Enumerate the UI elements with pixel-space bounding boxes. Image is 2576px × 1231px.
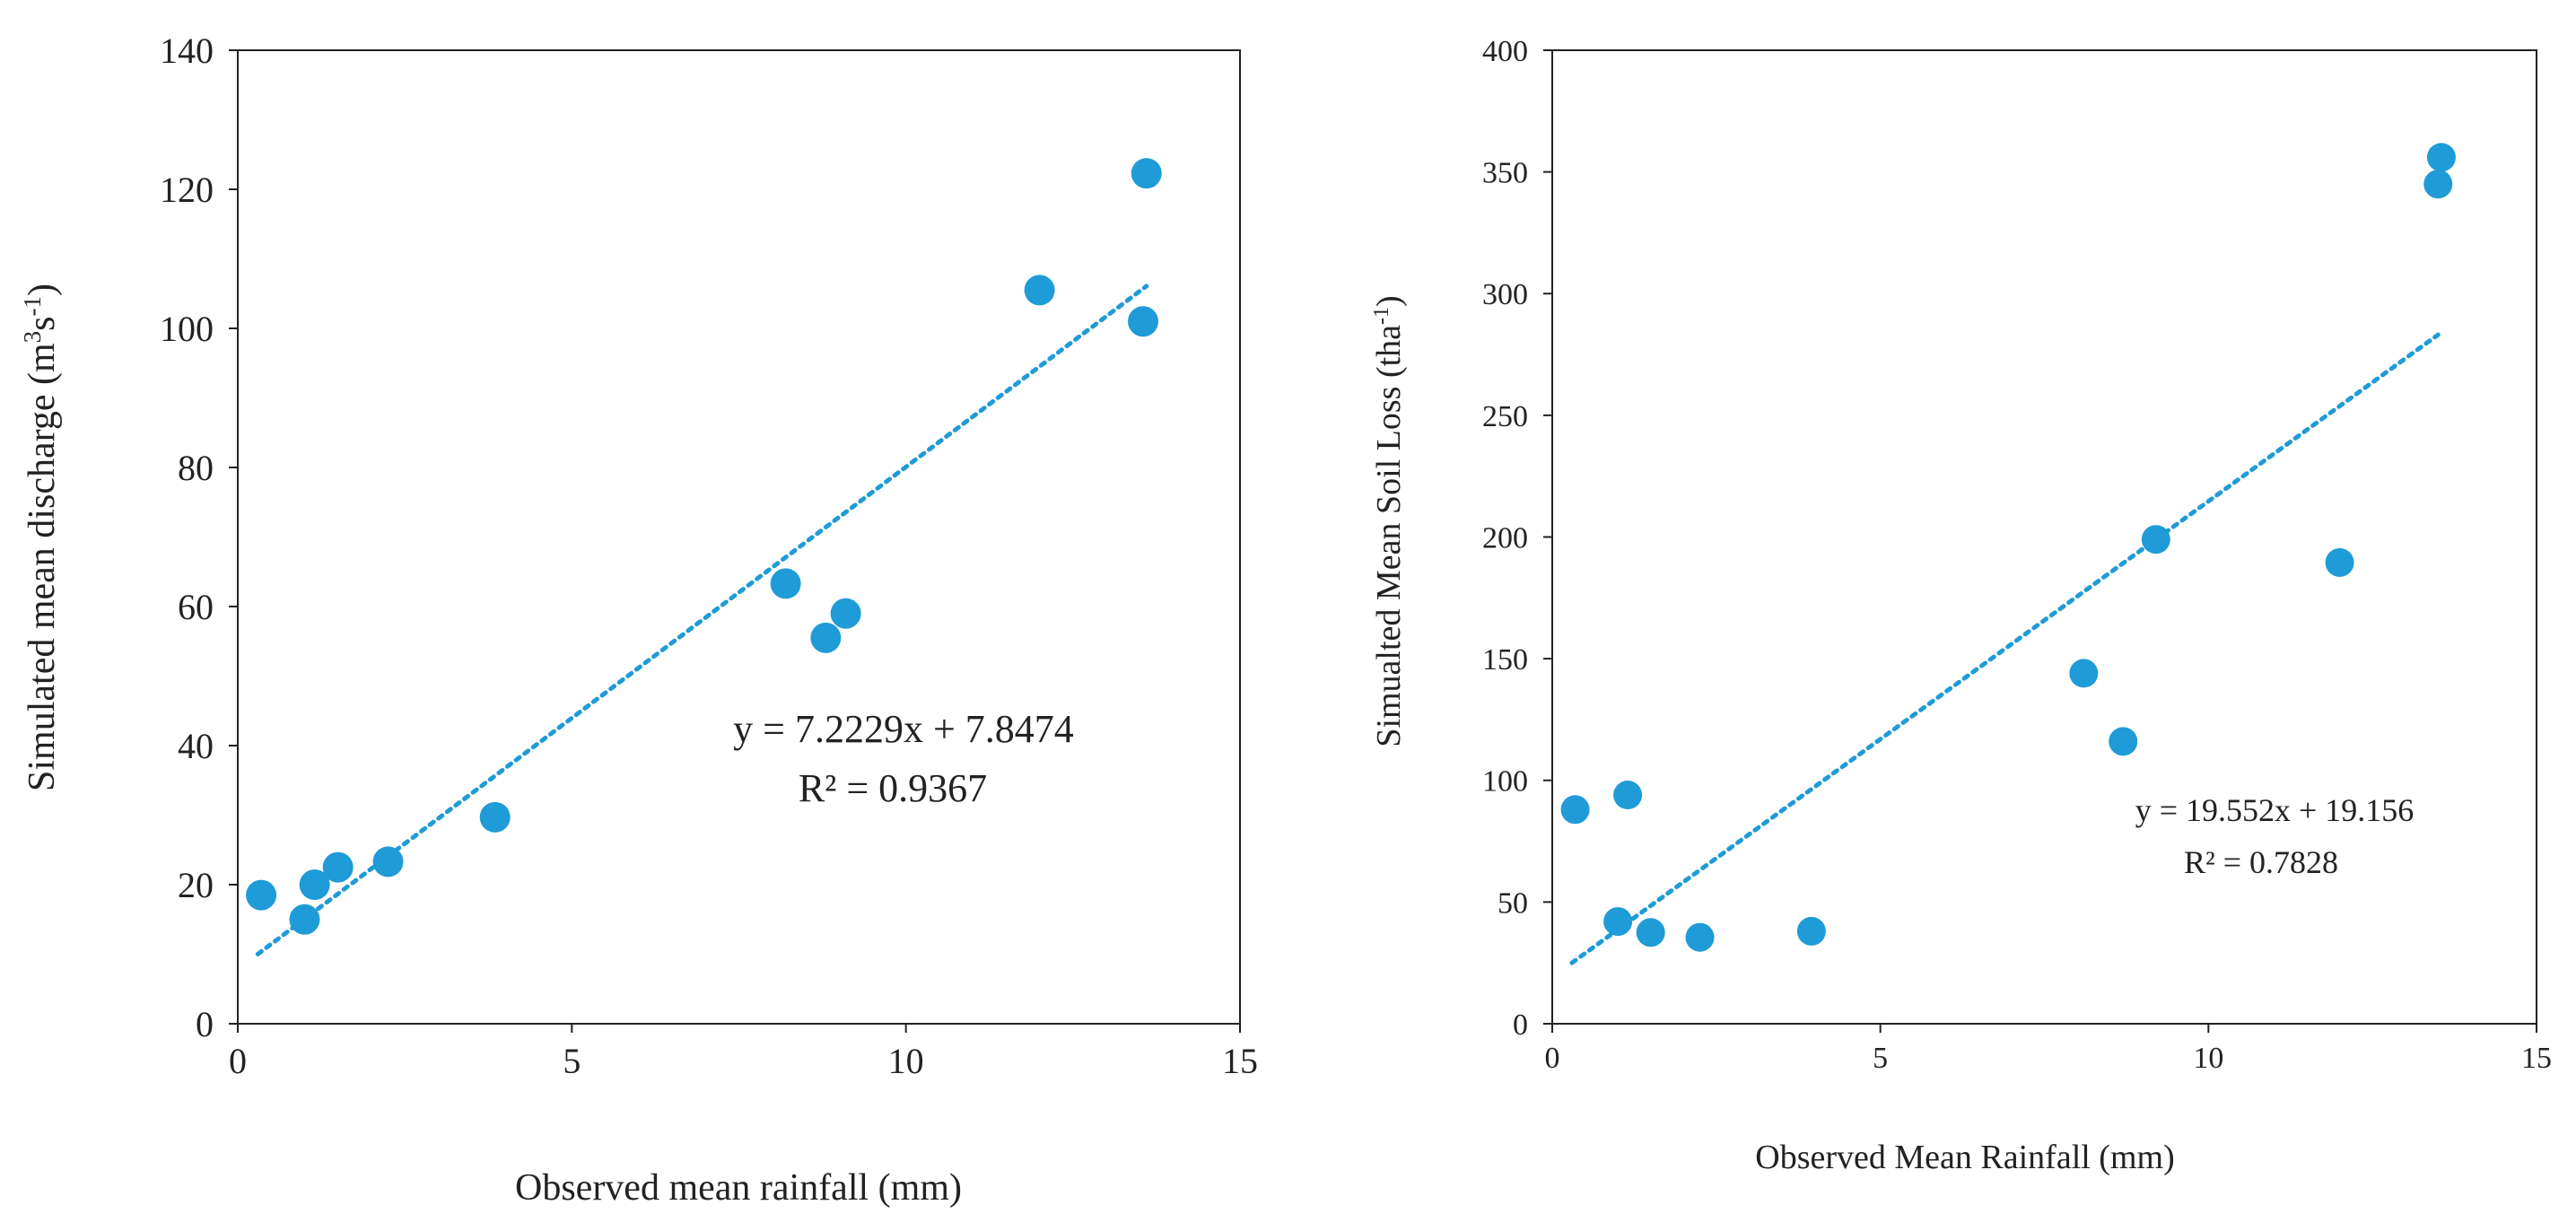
data-point bbox=[1796, 916, 1826, 946]
y-axis-ticks: 0 50 100 150 200 250 300 350 400 bbox=[1482, 35, 1552, 1042]
y-tick-label: 250 bbox=[1482, 400, 1528, 433]
trendline bbox=[1569, 332, 2441, 965]
data-point bbox=[810, 622, 842, 653]
y-tick-label: 300 bbox=[1482, 278, 1528, 311]
x-tick-label: 0 bbox=[229, 1041, 247, 1081]
data-point bbox=[1636, 918, 1665, 947]
x-tick-label: 15 bbox=[2521, 1042, 2552, 1075]
y-axis-title-main: Simulated mean discharge (m bbox=[22, 343, 63, 791]
x-tick-label: 15 bbox=[1222, 1041, 1258, 1081]
x-axis-title: Observed mean rainfall (mm) bbox=[515, 1167, 962, 1209]
data-point bbox=[322, 851, 354, 883]
y-tick-label: 40 bbox=[178, 726, 214, 766]
r-squared-label: R² = 0.9367 bbox=[799, 766, 987, 810]
data-point bbox=[770, 568, 801, 599]
y-axis-title: Simualted Mean Soil Loss (tha-1) bbox=[1370, 295, 1408, 746]
x-axis-title: Observed Mean Rainfall (mm) bbox=[1755, 1139, 2174, 1176]
y-tick-label: 400 bbox=[1482, 35, 1528, 68]
data-point bbox=[1024, 275, 1055, 306]
data-point bbox=[1685, 922, 1715, 952]
data-point bbox=[2109, 727, 2138, 756]
y-axis-title-sup: -1 bbox=[1370, 307, 1393, 325]
data-point bbox=[246, 879, 277, 911]
data-point bbox=[479, 801, 511, 833]
data-point bbox=[1128, 306, 1159, 337]
y-tick-label: 0 bbox=[196, 1004, 214, 1044]
plot-frame bbox=[1551, 49, 2537, 1025]
x-axis-ticks: 0 5 10 15 bbox=[229, 1024, 1258, 1081]
data-point bbox=[289, 904, 320, 935]
data-point bbox=[2325, 547, 2354, 577]
trendline-path bbox=[1569, 332, 2441, 965]
x-tick-label: 0 bbox=[1545, 1042, 1560, 1075]
data-point bbox=[2426, 143, 2456, 172]
data-point bbox=[299, 869, 330, 900]
y-tick-label: 100 bbox=[1482, 765, 1528, 799]
data-point bbox=[2423, 170, 2453, 199]
trendline-path bbox=[255, 284, 1149, 956]
data-point bbox=[2069, 659, 2099, 688]
y-axis-title-sup2: -1 bbox=[19, 296, 46, 317]
y-tick-label: 100 bbox=[160, 309, 214, 349]
y-axis-title-mid: s bbox=[22, 317, 63, 331]
y-axis-ticks: 0 20 40 60 80 100 120 140 bbox=[160, 31, 238, 1044]
y-axis-title-sup1: 3 bbox=[19, 331, 46, 344]
data-point bbox=[1613, 781, 1643, 810]
soil-loss-chart: 0 50 100 150 200 250 300 350 400 0 5 10 15 Observed… bbox=[1370, 35, 2552, 1176]
y-tick-label: 150 bbox=[1482, 643, 1528, 677]
y-axis-title: Simulated mean discharge (m3s-1) bbox=[19, 284, 63, 791]
trendline bbox=[255, 284, 1149, 956]
y-axis-title-end: ) bbox=[22, 284, 63, 296]
y-tick-label: 80 bbox=[178, 448, 214, 488]
x-tick-label: 5 bbox=[1873, 1042, 1888, 1075]
y-tick-label: 140 bbox=[160, 31, 214, 71]
regression-equation: y = 19.552x + 19.156 bbox=[2135, 792, 2414, 828]
y-axis-title-end: ) bbox=[1370, 295, 1408, 307]
data-points bbox=[1560, 143, 2456, 952]
data-points bbox=[246, 158, 1162, 935]
x-tick-label: 5 bbox=[563, 1041, 581, 1081]
data-point bbox=[2141, 525, 2170, 554]
plot-frame bbox=[237, 49, 1241, 1025]
y-tick-label: 50 bbox=[1498, 886, 1528, 920]
y-axis-title-main: Simualted Mean Soil Loss (tha bbox=[1370, 325, 1408, 747]
y-tick-label: 350 bbox=[1482, 157, 1528, 190]
data-point bbox=[1603, 907, 1633, 937]
x-axis-ticks: 0 5 10 15 bbox=[1545, 1024, 2552, 1075]
data-point bbox=[1131, 158, 1162, 189]
y-tick-label: 200 bbox=[1482, 521, 1528, 554]
regression-equation: y = 7.2229x + 7.8474 bbox=[733, 707, 1074, 751]
data-point bbox=[830, 598, 861, 629]
x-tick-label: 10 bbox=[888, 1041, 924, 1081]
y-tick-label: 120 bbox=[160, 170, 214, 210]
r-squared-label: R² = 0.7828 bbox=[2184, 844, 2338, 880]
data-point bbox=[1560, 795, 1590, 825]
y-tick-label: 20 bbox=[178, 865, 214, 905]
data-point bbox=[372, 846, 404, 877]
x-tick-label: 10 bbox=[2193, 1042, 2223, 1075]
y-tick-label: 60 bbox=[178, 587, 214, 627]
discharge-chart: 0 20 40 60 80 100 120 140 0 5 10 15 Observed mean … bbox=[19, 31, 1258, 1209]
y-tick-label: 0 bbox=[1513, 1008, 1528, 1042]
